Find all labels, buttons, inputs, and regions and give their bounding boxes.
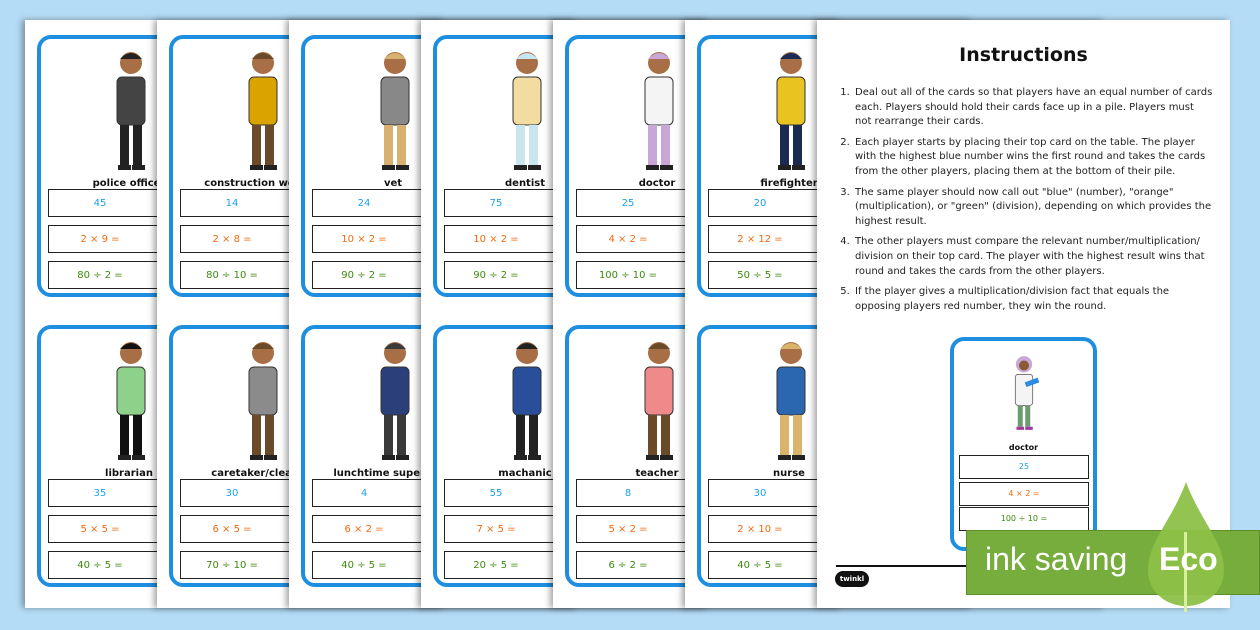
number-value: 25	[621, 198, 635, 209]
number-value: 24	[357, 198, 371, 209]
instructions-list: Deal out all of the cards so that player…	[817, 86, 1213, 320]
multiplication-value: 5 × 5 =	[80, 524, 120, 535]
occupation-illustration	[248, 342, 278, 460]
multiplication-value: 10 × 2 =	[341, 234, 387, 245]
occupation-illustration	[644, 52, 674, 170]
card-label: caretaker/cleaner	[211, 468, 311, 479]
occupation-illustration	[644, 342, 674, 460]
number-value: 14	[225, 198, 239, 209]
division-value: 90 ÷ 2 =	[341, 270, 387, 281]
division-value: 100 ÷ 10 =	[1000, 514, 1048, 523]
instruction-step: The same player should now call out "blu…	[853, 186, 1213, 230]
example-card: doctor 25 4 × 2 = 100 ÷ 10 =	[950, 337, 1097, 551]
ink-saving-text: ink saving	[985, 541, 1128, 577]
division-box: 100 ÷ 10 =	[959, 507, 1089, 531]
division-value: 90 ÷ 2 =	[473, 270, 519, 281]
occupation-illustration	[248, 52, 278, 170]
multiplication-value: 6 × 2 =	[344, 524, 384, 535]
division-value: 40 ÷ 5 =	[737, 560, 783, 571]
occupation-illustration	[512, 52, 542, 170]
card-label: firefighter	[760, 178, 818, 189]
instruction-step: Deal out all of the cards so that player…	[853, 86, 1213, 130]
multiplication-value: 2 × 9 =	[80, 234, 120, 245]
number-value: 30	[753, 488, 767, 499]
doctor-illustration	[1014, 356, 1040, 430]
occupation-illustration	[380, 52, 410, 170]
division-value: 6 ÷ 2 =	[608, 560, 648, 571]
number-value: 20	[753, 198, 767, 209]
card-label: lunchtime supervisor	[333, 468, 453, 479]
card-label: construction worker	[204, 178, 318, 189]
number-value: 75	[489, 198, 503, 209]
number-value: 30	[225, 488, 239, 499]
division-value: 40 ÷ 5 =	[77, 560, 123, 571]
card-label: doctor	[638, 178, 676, 189]
occupation-illustration	[116, 342, 146, 460]
multiplication-box: 4 × 2 =	[959, 482, 1089, 506]
division-value: 20 ÷ 5 =	[473, 560, 519, 571]
card-label: police officer	[92, 178, 166, 189]
number-value: 4	[360, 488, 368, 499]
number-value: 8	[624, 488, 632, 499]
division-value: 80 ÷ 10 =	[206, 270, 258, 281]
division-value: 80 ÷ 2 =	[77, 270, 123, 281]
footer-rule	[836, 565, 986, 567]
instruction-step: Each player starts by placing their top …	[853, 136, 1213, 180]
card-label: vet	[383, 178, 403, 189]
number-value: 25	[1018, 462, 1030, 471]
instruction-step: The other players must compare the relev…	[853, 235, 1213, 279]
division-value: 50 ÷ 5 =	[737, 270, 783, 281]
twinkl-logo: twinkl	[835, 571, 869, 587]
number-value: 55	[489, 488, 503, 499]
multiplication-value: 7 × 5 =	[476, 524, 516, 535]
multiplication-value: 2 × 8 =	[212, 234, 252, 245]
instructions-title: Instructions	[959, 44, 1088, 66]
occupation-illustration	[776, 342, 806, 460]
multiplication-value: 2 × 12 =	[737, 234, 783, 245]
card-label: teacher	[635, 468, 679, 479]
occupation-illustration	[380, 342, 410, 460]
instructions-page: Instructions Deal out all of the cards s…	[817, 20, 1230, 608]
card-label: doctor	[1008, 443, 1039, 452]
card-label: dentist	[505, 178, 545, 189]
card-label: librarian	[105, 468, 153, 479]
eco-leaf-icon	[1148, 482, 1224, 612]
number-value: 45	[93, 198, 107, 209]
multiplication-value: 5 × 2 =	[608, 524, 648, 535]
card-label: machanic	[498, 468, 552, 479]
occupation-illustration	[776, 52, 806, 170]
division-value: 70 ÷ 10 =	[206, 560, 258, 571]
division-value: 100 ÷ 10 =	[598, 270, 658, 281]
number-value: 35	[93, 488, 107, 499]
multiplication-value: 10 × 2 =	[473, 234, 519, 245]
eco-label: Eco	[1159, 541, 1218, 577]
number-box: 25	[959, 455, 1089, 479]
division-value: 40 ÷ 5 =	[341, 560, 387, 571]
card-label: nurse	[773, 468, 805, 479]
instruction-step: If the player gives a multiplication/div…	[853, 285, 1213, 314]
occupation-illustration	[116, 52, 146, 170]
multiplication-value: 4 × 2 =	[1008, 489, 1040, 498]
occupation-illustration	[512, 342, 542, 460]
multiplication-value: 2 × 10 =	[737, 524, 783, 535]
multiplication-value: 4 × 2 =	[608, 234, 648, 245]
multiplication-value: 6 × 5 =	[212, 524, 252, 535]
